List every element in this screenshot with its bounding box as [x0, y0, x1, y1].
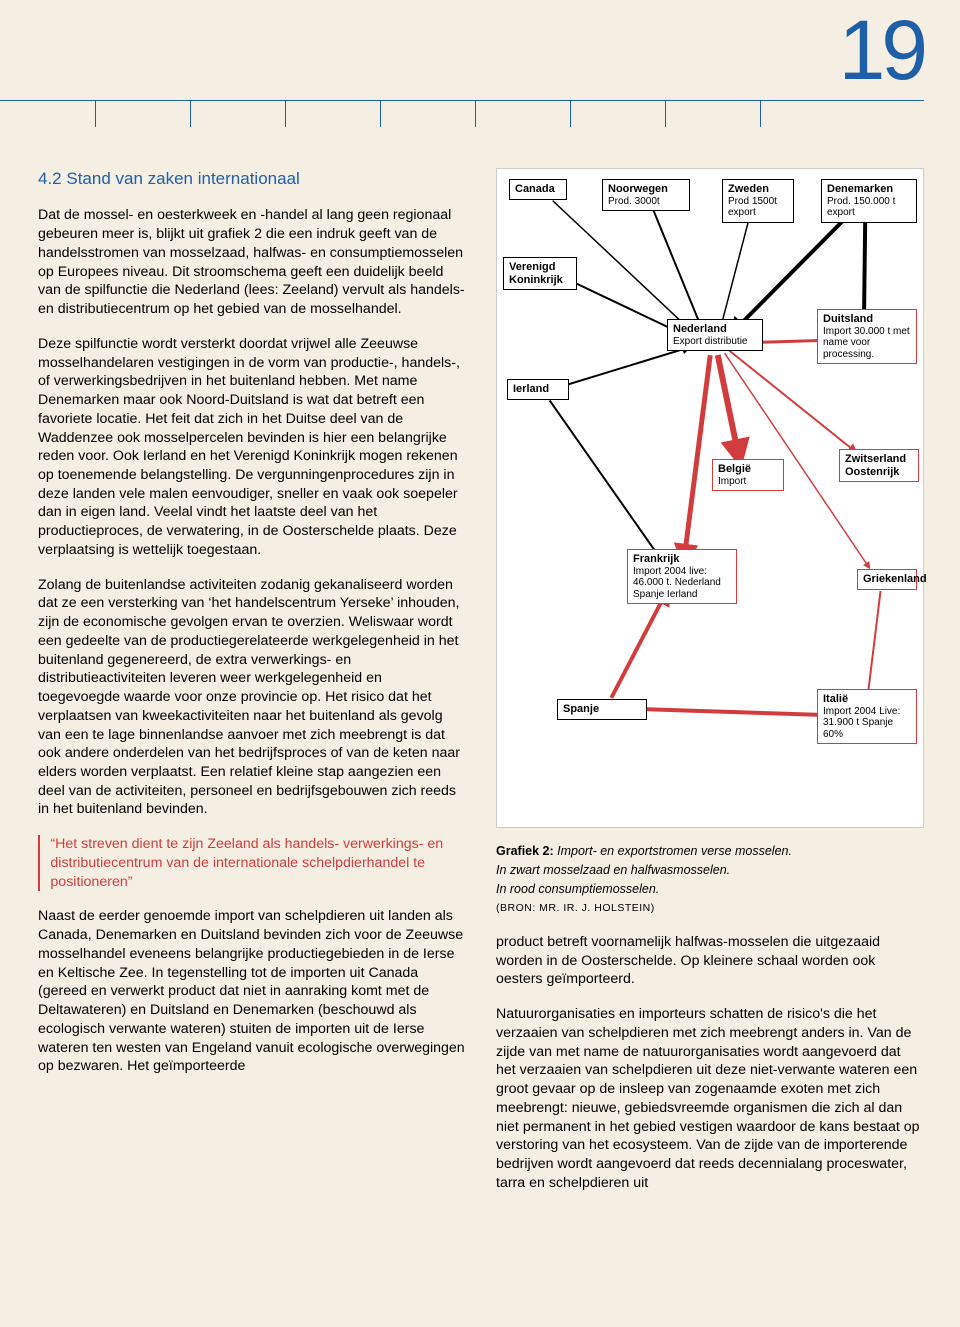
node-title: Zwitserland Oostenrijk — [845, 453, 913, 478]
diagram-edge — [611, 589, 668, 698]
diagram-node-canada: Canada — [509, 179, 567, 200]
diagram-edge — [621, 708, 840, 715]
node-title: Noorwegen — [608, 183, 684, 196]
figure-caption: Grafiek 2: Import- en exportstromen vers… — [496, 842, 924, 917]
quote-bar — [38, 835, 40, 891]
rule-tick — [285, 101, 286, 127]
diagram-node-vk: Verenigd Koninkrijk — [503, 257, 577, 290]
node-subtitle: Prod. 150.000 t export — [827, 196, 911, 219]
diagram-edge — [729, 350, 856, 452]
node-title: Spanje — [563, 703, 641, 716]
node-title: Duitsland — [823, 313, 911, 326]
node-title: Griekenland — [863, 573, 911, 586]
flow-diagram: Canada NoorwegenProd. 3000t ZwedenProd 150… — [496, 168, 924, 828]
node-subtitle: Export distributie — [673, 336, 757, 348]
node-subtitle: Prod 1500t export — [728, 196, 788, 219]
paragraph: Dat de mossel- en oesterkweek en -handel… — [38, 206, 466, 318]
node-title: Italië — [823, 693, 911, 706]
caption-line: Import- en exportstromen verse mosselen. — [554, 844, 792, 858]
node-title: Nederland — [673, 323, 757, 336]
header-rule — [0, 100, 924, 126]
section-heading: 4.2 Stand van zaken internationaal — [38, 168, 466, 190]
diagram-node-italie: ItaliëImport 2004 Live: 31.900 t Spanje … — [817, 689, 917, 744]
diagram-node-griekenland: Griekenland — [857, 569, 917, 590]
node-subtitle: Import — [718, 476, 778, 488]
rule-tick — [570, 101, 571, 127]
node-subtitle: Prod. 3000t — [608, 196, 684, 208]
rule-tick — [95, 101, 96, 127]
node-subtitle: Import 2004 live: 46.000 t. Nederland Sp… — [633, 566, 731, 601]
caption-lead: Grafiek 2: — [496, 844, 554, 858]
caption-line: In zwart mosselzaad en halfwasmosselen. — [496, 863, 730, 877]
paragraph: Natuurorganisaties en importeurs schatte… — [496, 1005, 924, 1192]
diagram-node-denemarken: DenemarkenProd. 150.000 t export — [821, 179, 917, 223]
left-column: 4.2 Stand van zaken internationaal Dat d… — [38, 168, 466, 1193]
diagram-node-duitsland: DuitslandImport 30.000 t met name voor p… — [817, 309, 917, 364]
diagram-edge — [684, 355, 711, 563]
paragraph: Naast de eerder genoemde import van sche… — [38, 907, 466, 1076]
diagram-edge — [550, 400, 666, 566]
diagram-edge — [718, 355, 740, 463]
diagram-node-spanje: Spanje — [557, 699, 647, 720]
rule-tick — [760, 101, 761, 127]
diagram-node-ierland: Ierland — [507, 379, 569, 400]
rule-tick — [190, 101, 191, 127]
paragraph: product betreft voornamelijk halfwas-mos… — [496, 933, 924, 989]
node-title: Canada — [515, 183, 561, 196]
node-title: Denemarken — [827, 183, 911, 196]
node-title: Ierland — [513, 383, 563, 396]
paragraph: Deze spilfunctie wordt versterkt doordat… — [38, 335, 466, 560]
node-subtitle: Import 30.000 t met name voor processing… — [823, 326, 911, 361]
paragraph: Zolang de buitenlandse activiteiten zoda… — [38, 576, 466, 820]
diagram-edge — [557, 347, 690, 388]
diagram-node-nederland: NederlandExport distributie — [667, 319, 763, 351]
diagram-edge — [867, 591, 881, 702]
diagram-node-frankrijk: FrankrijkImport 2004 live: 46.000 t. Ned… — [627, 549, 737, 604]
page-content: 4.2 Stand van zaken internationaal Dat d… — [38, 168, 924, 1193]
caption-line: In rood consumptiemosselen. — [496, 882, 659, 896]
caption-source: (BRON: MR. IR. J. HOLSTEIN) — [496, 902, 655, 914]
right-column: Canada NoorwegenProd. 3000t ZwedenProd 150… — [496, 168, 924, 1193]
diagram-node-zw-oost: Zwitserland Oostenrijk — [839, 449, 919, 482]
diagram-edge — [653, 210, 703, 331]
diagram-edge — [720, 216, 750, 330]
node-title: Zweden — [728, 183, 788, 196]
rule-tick — [380, 101, 381, 127]
pull-quote: “Het streven dient te zijn Zeeland als h… — [38, 835, 466, 891]
page-number: 19 — [839, 2, 924, 99]
diagram-node-zweden: ZwedenProd 1500t export — [722, 179, 794, 223]
node-title: Frankrijk — [633, 553, 731, 566]
rule-tick — [665, 101, 666, 127]
node-title: Verenigd Koninkrijk — [509, 261, 571, 286]
diagram-node-belgie: BelgiëImport — [712, 459, 784, 491]
node-title: België — [718, 463, 778, 476]
quote-text: “Het streven dient te zijn Zeeland als h… — [50, 835, 466, 891]
diagram-node-noorwegen: NoorwegenProd. 3000t — [602, 179, 690, 211]
node-subtitle: Import 2004 Live: 31.900 t Spanje 60% — [823, 706, 911, 741]
rule-tick — [475, 101, 476, 127]
